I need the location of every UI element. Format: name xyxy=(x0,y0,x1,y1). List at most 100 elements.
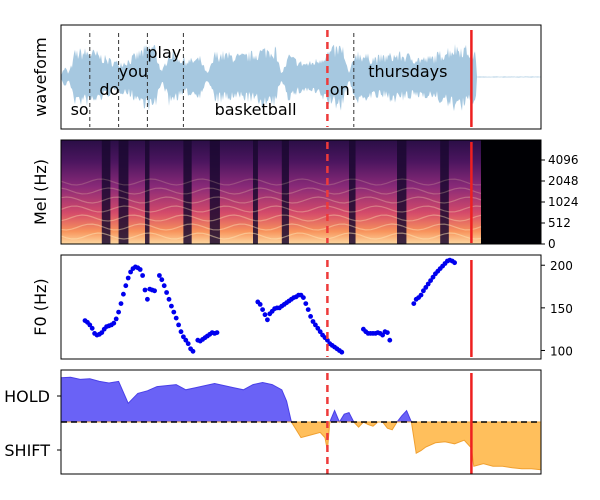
f0-point xyxy=(339,349,345,355)
f0-point xyxy=(140,273,146,278)
turn-taking-area xyxy=(61,376,541,471)
f0-point xyxy=(113,316,119,322)
f0-points xyxy=(82,257,457,355)
spectrogram-gap xyxy=(145,140,150,244)
axes-frame xyxy=(60,369,542,475)
f0-point xyxy=(142,287,148,293)
f0-point xyxy=(123,283,129,289)
f0-point xyxy=(387,337,393,343)
axes-frame xyxy=(60,254,542,360)
word-label: thursdays xyxy=(368,62,447,81)
f0-point xyxy=(121,291,126,297)
ytick-label: 100 xyxy=(550,344,573,358)
f0-point xyxy=(173,315,179,321)
f0-point xyxy=(185,341,191,347)
f0-point xyxy=(183,337,189,343)
f0-point xyxy=(411,301,417,306)
spectrogram-gap xyxy=(440,140,449,244)
waveform-fill xyxy=(61,44,541,112)
ytick-label: 0 xyxy=(548,237,556,251)
mel-ylabel: Mel (Hz) xyxy=(31,159,50,225)
axes-frame xyxy=(60,24,542,130)
f0-point xyxy=(169,303,174,309)
ytick-label: 200 xyxy=(550,259,573,273)
ytick-label: 1024 xyxy=(548,195,579,209)
spectrogram-gap xyxy=(101,140,111,244)
f0-point xyxy=(159,277,165,283)
word-label: do xyxy=(99,80,119,99)
f0-ylabel: F0 (Hz) xyxy=(31,278,50,335)
spectrogram-gap xyxy=(209,140,220,244)
ytick-shift: SHIFT xyxy=(4,441,50,460)
f0-point xyxy=(257,302,263,307)
f0-point xyxy=(421,288,426,294)
cursors xyxy=(326,260,473,357)
axes-frame xyxy=(60,139,542,245)
turn-taking-panel: HOLD SHIFT xyxy=(4,369,542,475)
harmonic-band xyxy=(61,187,482,195)
f0-point xyxy=(423,285,429,290)
f0-point xyxy=(137,267,143,272)
spectrogram-gap xyxy=(183,140,192,244)
waveform-ylabel: waveform xyxy=(31,37,50,117)
f0-point xyxy=(125,275,131,281)
word-label: on xyxy=(330,80,350,99)
f0-point xyxy=(89,325,95,331)
harmonic-band xyxy=(61,223,482,231)
f0-point xyxy=(157,273,162,278)
f0-point xyxy=(301,295,306,300)
f0-point xyxy=(452,260,457,266)
f0-point xyxy=(380,332,385,338)
spectrogram-gap xyxy=(397,140,407,244)
f0-point xyxy=(116,309,121,315)
f0-point xyxy=(308,314,313,319)
f0-point xyxy=(262,312,268,318)
f0-point xyxy=(145,296,150,302)
f0-point xyxy=(303,301,309,306)
f0-point xyxy=(181,334,186,340)
spectrogram-gap xyxy=(281,140,289,244)
f0-point xyxy=(214,330,220,335)
word-label: so xyxy=(71,100,89,119)
f0-point xyxy=(317,329,323,335)
cursors xyxy=(326,30,473,127)
ytick-label: 150 xyxy=(550,302,573,316)
f0-point xyxy=(310,319,316,324)
f0-point xyxy=(152,288,158,294)
f0-point xyxy=(305,307,311,312)
ytick-hold: HOLD xyxy=(4,387,50,406)
cursors xyxy=(326,142,473,243)
f0-point xyxy=(178,329,184,335)
f0-point xyxy=(164,290,170,295)
word-boundaries xyxy=(89,33,355,127)
f0-point xyxy=(128,269,134,275)
f0-point xyxy=(176,322,182,328)
turn-yticks: HOLD SHIFT xyxy=(4,387,61,460)
spectrogram-gap xyxy=(349,140,356,244)
f0-point xyxy=(111,320,117,326)
spectrogram-heatmap xyxy=(61,140,482,244)
f0-point xyxy=(87,322,93,328)
f0-panel: 100 150 200 F0 (Hz) xyxy=(31,254,573,360)
mel-yticks: 0 512 1024 2048 4096 xyxy=(541,153,579,251)
f0-point xyxy=(428,278,433,283)
spectrogram-gap xyxy=(253,140,258,244)
f0-point xyxy=(171,309,177,315)
spectrogram-gap xyxy=(118,140,129,244)
mel-spectrogram-panel: 0 512 1024 2048 4096 Mel (Hz) xyxy=(31,139,579,251)
word-label: you xyxy=(119,62,148,81)
harmonic-band xyxy=(61,178,482,186)
ytick-label: 2048 xyxy=(548,174,579,188)
f0-point xyxy=(265,317,270,323)
waveform-trace xyxy=(61,44,541,112)
f0-point xyxy=(315,325,321,331)
f0-point xyxy=(118,301,124,306)
f0-point xyxy=(190,348,196,354)
f0-point xyxy=(166,296,172,302)
hold-area xyxy=(61,376,541,424)
harmonic-band xyxy=(61,196,482,204)
ytick-label: 4096 xyxy=(548,153,579,167)
f0-point xyxy=(430,274,436,280)
